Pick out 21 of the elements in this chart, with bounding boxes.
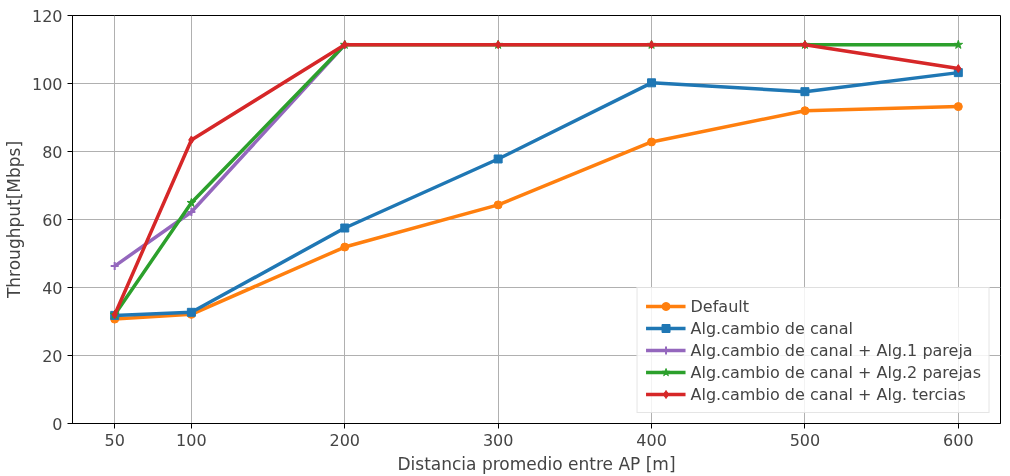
- x-tick-label: 400: [636, 430, 667, 450]
- y-tick-label: 0: [52, 414, 63, 434]
- y-axis-title: Throughput[Mbps]: [3, 140, 24, 300]
- x-tick-label: 500: [789, 430, 821, 450]
- legend-label: Alg.cambio de canal + Alg.1 pareja: [690, 340, 973, 360]
- y-tick-label: 60: [42, 210, 63, 230]
- y-tick-label: 120: [31, 6, 63, 26]
- legend-label: Alg.cambio de canal + Alg.2 parejas: [690, 362, 981, 382]
- x-tick-label: 200: [329, 430, 361, 450]
- x-axis-title: Distancia promedio entre AP [m]: [397, 453, 676, 474]
- x-tick-label: 100: [176, 430, 207, 450]
- y-tick-label: 100: [31, 74, 63, 94]
- x-tick-label: 50: [104, 430, 125, 450]
- x-tick-label: 600: [943, 430, 974, 450]
- legend-label: Alg.cambio de canal + Alg. tercias: [690, 384, 966, 404]
- y-tick-label: 80: [42, 142, 63, 162]
- x-tick-label: 300: [482, 430, 514, 450]
- y-tick-label: 40: [42, 278, 63, 298]
- legend-label: Default: [690, 296, 749, 316]
- y-tick-label: 20: [42, 346, 63, 366]
- legend-label: Alg.cambio de canal: [690, 318, 853, 338]
